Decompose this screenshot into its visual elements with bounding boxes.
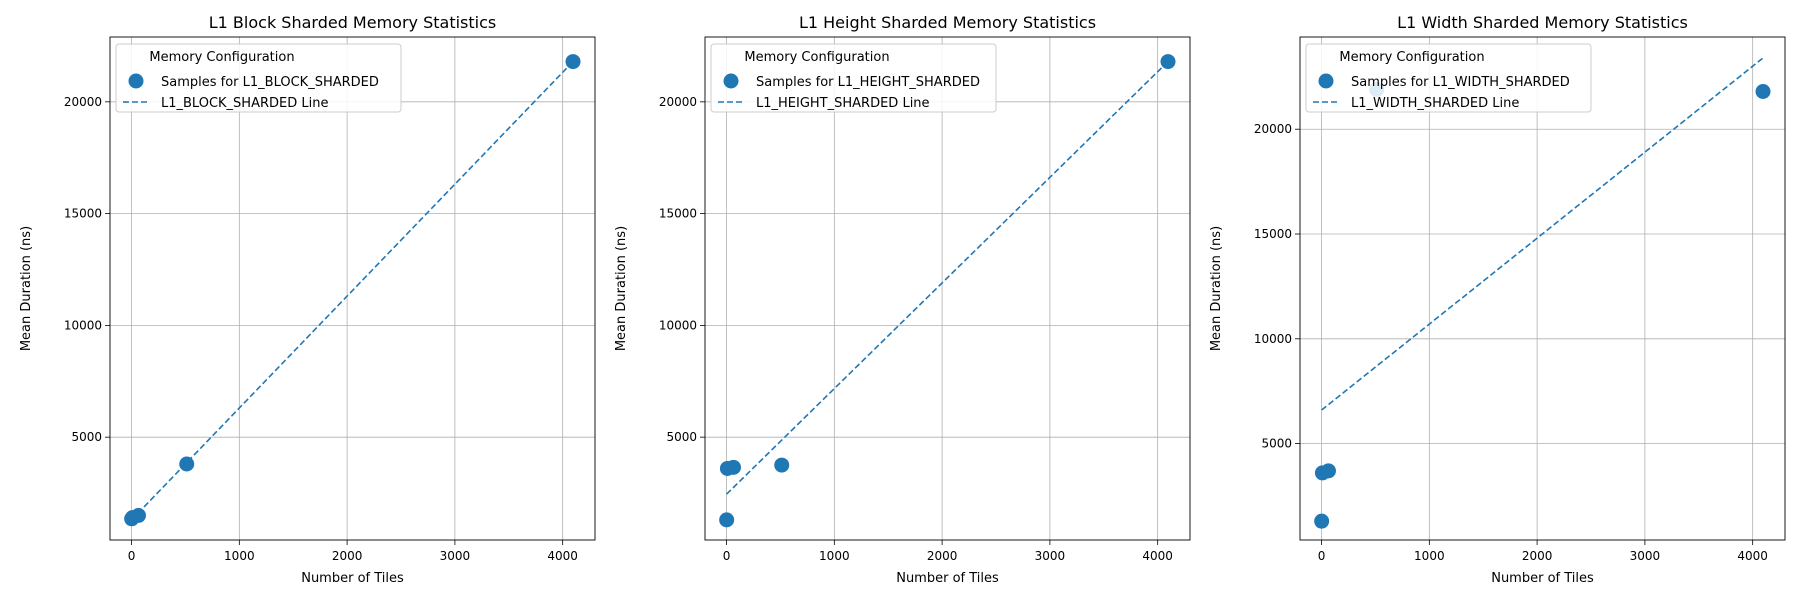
y-tick-label: 15000 — [64, 207, 102, 221]
y-axis-label: Mean Duration (ns) — [19, 226, 34, 351]
legend: Memory Configuration Samples for L1_HEIGH… — [710, 43, 997, 113]
x-tick-label: 3000 — [1630, 549, 1661, 563]
data-point — [719, 512, 735, 528]
y-tick-label: 5000 — [1261, 437, 1292, 451]
legend-entry: L1_WIDTH_SHARDED Line — [1351, 96, 1519, 111]
x-tick-label: 2000 — [927, 549, 958, 563]
chart-title: L1 Width Sharded Memory Statistics — [1397, 13, 1688, 32]
y-tick-label: 10000 — [64, 318, 102, 332]
fit-line — [1321, 57, 1764, 411]
legend-marker-scatter — [1318, 73, 1334, 89]
legend-entry: Samples for L1_HEIGHT_SHARDED — [756, 75, 980, 90]
chart-title: L1 Block Sharded Memory Statistics — [209, 13, 496, 32]
legend-title: Memory Configuration — [149, 50, 294, 65]
y-tick-label: 15000 — [659, 207, 697, 221]
y-tick-label: 20000 — [659, 95, 697, 109]
y-tick-label: 20000 — [64, 95, 102, 109]
legend-entry: Samples for L1_WIDTH_SHARDED — [1351, 75, 1570, 90]
data-point — [1320, 463, 1336, 479]
x-tick-label: 1000 — [819, 549, 850, 563]
y-axis-label: Mean Duration (ns) — [1209, 226, 1224, 351]
y-tick-label: 10000 — [659, 318, 697, 332]
plot-area — [704, 36, 1191, 541]
y-tick-label: 15000 — [1254, 227, 1292, 241]
data-point — [725, 459, 741, 475]
legend-entry: Samples for L1_BLOCK_SHARDED — [161, 75, 379, 90]
x-axis-label: Number of Tiles — [1491, 571, 1594, 586]
x-tick-label: 0 — [723, 549, 731, 563]
y-tick-label: 20000 — [1254, 122, 1292, 136]
x-tick-label: 2000 — [332, 549, 363, 563]
x-tick-label: 2000 — [1522, 549, 1553, 563]
x-tick-label: 3000 — [1035, 549, 1066, 563]
legend-entry: L1_HEIGHT_SHARDED Line — [756, 96, 930, 111]
y-tick-label: 5000 — [666, 430, 697, 444]
legend-box — [1305, 43, 1592, 113]
data-point — [179, 456, 195, 472]
x-tick-label: 4000 — [547, 549, 578, 563]
chart-title: L1 Height Sharded Memory Statistics — [799, 13, 1096, 32]
chart-panel-2: 0 1000 2000 3000 4000 5000 10000 15000 20000 L1 H… — [614, 13, 1191, 586]
chart-panel-1: 0 1000 2000 3000 4000 5000 10000 15000 20000 L1 B… — [19, 13, 596, 586]
x-tick-label: 1000 — [1414, 549, 1445, 563]
x-tick-label: 0 — [128, 549, 136, 563]
fit-line — [130, 61, 574, 521]
x-tick-label: 4000 — [1142, 549, 1173, 563]
legend-marker-scatter — [128, 73, 144, 89]
plot-area — [109, 36, 596, 541]
x-axis-label: Number of Tiles — [301, 571, 404, 586]
x-tick-label: 1000 — [224, 549, 255, 563]
legend-entry: L1_BLOCK_SHARDED Line — [161, 96, 328, 111]
y-tick-label: 5000 — [71, 430, 102, 444]
legend-box — [710, 43, 997, 113]
x-tick-label: 3000 — [440, 549, 471, 563]
x-axis-label: Number of Tiles — [896, 571, 999, 586]
data-point — [774, 457, 790, 473]
x-tick-label: 4000 — [1737, 549, 1768, 563]
legend-box — [115, 43, 402, 113]
plot-area — [1299, 36, 1786, 541]
y-axis-label: Mean Duration (ns) — [614, 226, 629, 351]
data-point — [130, 507, 146, 523]
legend-title: Memory Configuration — [1339, 50, 1484, 65]
x-tick-label: 0 — [1318, 549, 1326, 563]
fit-line — [725, 61, 1169, 495]
y-tick-label: 10000 — [1254, 332, 1292, 346]
chart-panel-3: 0 1000 2000 3000 4000 5000 10000 15000 20000 L1 W… — [1209, 13, 1786, 586]
data-point — [1755, 83, 1771, 99]
legend: Memory Configuration Samples for L1_BLOCK… — [115, 43, 402, 113]
data-point — [1314, 513, 1330, 529]
legend-title: Memory Configuration — [744, 50, 889, 65]
legend: Memory Configuration Samples for L1_WIDTH… — [1305, 43, 1592, 113]
legend-marker-scatter — [723, 73, 739, 89]
